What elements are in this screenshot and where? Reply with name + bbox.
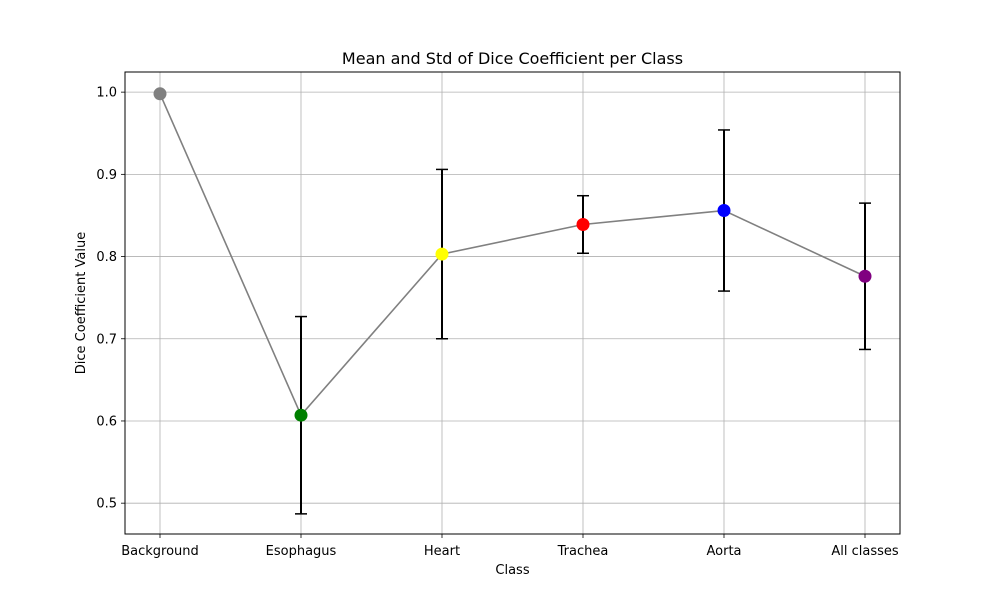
x-tick-label: Background [121,544,199,559]
x-tick-label: Trachea [557,544,609,559]
y-tick-label: 0.7 [96,332,117,347]
x-tick-label: Esophagus [266,544,337,559]
data-point [717,204,731,218]
x-tick-label: All classes [831,544,899,559]
chart-title: Mean and Std of Dice Coefficient per Cla… [342,49,683,68]
y-tick-label: 0.8 [96,250,117,265]
y-tick-label: 1.0 [96,86,117,101]
data-point [153,87,167,101]
plot-frame [124,71,901,535]
data-point [858,269,872,283]
series-line [159,93,866,417]
data-point [294,408,308,422]
y-tick-label: 0.9 [96,168,117,183]
data-point [576,217,590,231]
data-point [435,247,449,261]
x-tick-label: Aorta [706,544,741,559]
ticks: 0.5 0.6 0.7 0.8 0.9 1.0 Background Esophagus Hea… [96,86,899,559]
series [153,87,872,515]
x-tick-label: Heart [424,544,460,559]
y-tick-label: 0.5 [96,497,117,512]
x-axis-label: Class [495,563,529,578]
y-axis-label: Dice Coefficient Value [74,232,89,374]
y-tick-label: 0.6 [96,414,117,429]
